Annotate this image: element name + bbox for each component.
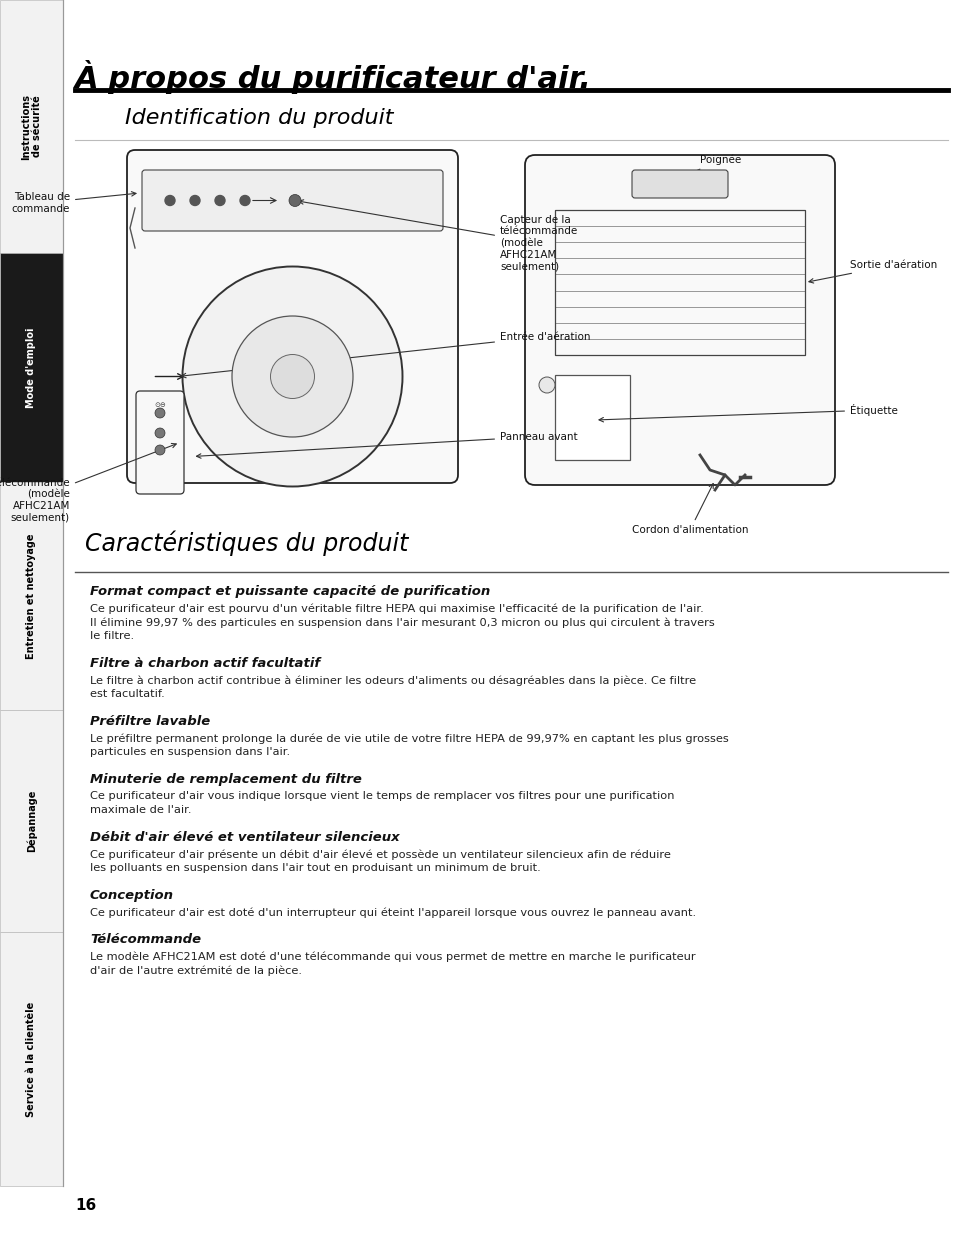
Text: d'air de l'autre extrémité de la pièce.: d'air de l'autre extrémité de la pièce. <box>90 965 302 976</box>
Text: Caractéristiques du produit: Caractéristiques du produit <box>85 530 408 556</box>
Text: Ce purificateur d'air vous indique lorsque vient le temps de remplacer vos filtr: Ce purificateur d'air vous indique lorsq… <box>90 790 674 802</box>
Circle shape <box>289 194 301 206</box>
Text: Entrée d'aération: Entrée d'aération <box>181 331 590 378</box>
Bar <box>555 210 804 354</box>
FancyBboxPatch shape <box>524 156 834 485</box>
Text: Filtre à charbon actif facultatif: Filtre à charbon actif facultatif <box>90 657 320 671</box>
Circle shape <box>271 354 314 399</box>
Text: Ce purificateur d'air présente un débit d'air élevé et possède un ventilateur si: Ce purificateur d'air présente un débit … <box>90 848 670 860</box>
Circle shape <box>154 408 165 417</box>
Text: Il élimine 99,97 % des particules en suspension dans l'air mesurant 0,3 micron o: Il élimine 99,97 % des particules en sus… <box>90 618 714 627</box>
Text: Minuterie de remplacement du filtre: Minuterie de remplacement du filtre <box>90 773 361 785</box>
Bar <box>0 932 63 1186</box>
Text: Dépannage: Dépannage <box>27 790 37 852</box>
Text: Entretien et nettoyage: Entretien et nettoyage <box>27 534 36 658</box>
Text: Tableau de
commande: Tableau de commande <box>11 191 136 214</box>
Bar <box>0 710 63 932</box>
Text: Débit d'air élevé et ventilateur silencieux: Débit d'air élevé et ventilateur silenci… <box>90 831 399 844</box>
Bar <box>555 375 629 459</box>
Text: Le filtre à charbon actif contribue à éliminer les odeurs d'aliments ou désagréa: Le filtre à charbon actif contribue à él… <box>90 676 696 685</box>
Text: À propos du purificateur d'air.: À propos du purificateur d'air. <box>75 61 591 94</box>
Text: Étiquette: Étiquette <box>598 404 897 422</box>
FancyBboxPatch shape <box>142 170 442 231</box>
Text: Service à la clientèle: Service à la clientèle <box>27 1002 36 1116</box>
Text: Instructions
de sécurité: Instructions de sécurité <box>21 94 42 159</box>
Text: Télécommande: Télécommande <box>90 932 201 946</box>
Text: Capteur de la
télécommande
(modèle
AFHC21AM
seulement): Capteur de la télécommande (modèle AFHC2… <box>298 200 578 272</box>
Text: Mode d'emploi: Mode d'emploi <box>27 327 36 408</box>
Text: Cordon d'alimentation: Cordon d'alimentation <box>631 484 747 535</box>
Text: Panneau avant: Panneau avant <box>196 431 577 458</box>
Text: Le modèle AFHC21AM est doté d'une télécommande qui vous permet de mettre en marc: Le modèle AFHC21AM est doté d'une téléco… <box>90 951 695 962</box>
Text: 16: 16 <box>75 1198 96 1213</box>
Bar <box>0 482 63 710</box>
Circle shape <box>165 195 174 205</box>
Circle shape <box>182 267 402 487</box>
Text: Sortie d'aération: Sortie d'aération <box>808 261 936 283</box>
Circle shape <box>214 195 225 205</box>
Bar <box>0 0 63 253</box>
Text: Format compact et puissante capacité de purification: Format compact et puissante capacité de … <box>90 585 490 598</box>
Text: Ce purificateur d'air est doté d'un interrupteur qui éteint l'appareil lorsque v: Ce purificateur d'air est doté d'un inte… <box>90 906 696 918</box>
Text: Télécommande
(modèle
AFHC21AM
seulement): Télécommande (modèle AFHC21AM seulement) <box>0 443 176 522</box>
FancyBboxPatch shape <box>127 149 457 483</box>
Circle shape <box>240 195 250 205</box>
FancyBboxPatch shape <box>136 391 184 494</box>
Circle shape <box>154 429 165 438</box>
Circle shape <box>190 195 200 205</box>
Circle shape <box>538 377 555 393</box>
Text: Identification du produit: Identification du produit <box>125 107 393 128</box>
FancyBboxPatch shape <box>631 170 727 198</box>
Text: le filtre.: le filtre. <box>90 631 134 641</box>
Circle shape <box>232 316 353 437</box>
Text: maximale de l'air.: maximale de l'air. <box>90 805 192 815</box>
Text: est facultatif.: est facultatif. <box>90 689 165 699</box>
Circle shape <box>154 445 165 454</box>
Text: ⊙⊖: ⊙⊖ <box>154 403 166 408</box>
Text: Préfiltre lavable: Préfiltre lavable <box>90 715 210 727</box>
Text: les polluants en suspension dans l'air tout en produisant un minimum de bruit.: les polluants en suspension dans l'air t… <box>90 863 540 873</box>
Text: particules en suspension dans l'air.: particules en suspension dans l'air. <box>90 747 290 757</box>
Text: Poignée: Poignée <box>683 154 740 177</box>
Text: Le préfiltre permanent prolonge la durée de vie utile de votre filtre HEPA de 99: Le préfiltre permanent prolonge la durée… <box>90 734 728 743</box>
Bar <box>0 253 63 482</box>
Text: Ce purificateur d'air est pourvu d'un véritable filtre HEPA qui maximise l'effic: Ce purificateur d'air est pourvu d'un vé… <box>90 603 703 614</box>
Text: Conception: Conception <box>90 889 173 902</box>
